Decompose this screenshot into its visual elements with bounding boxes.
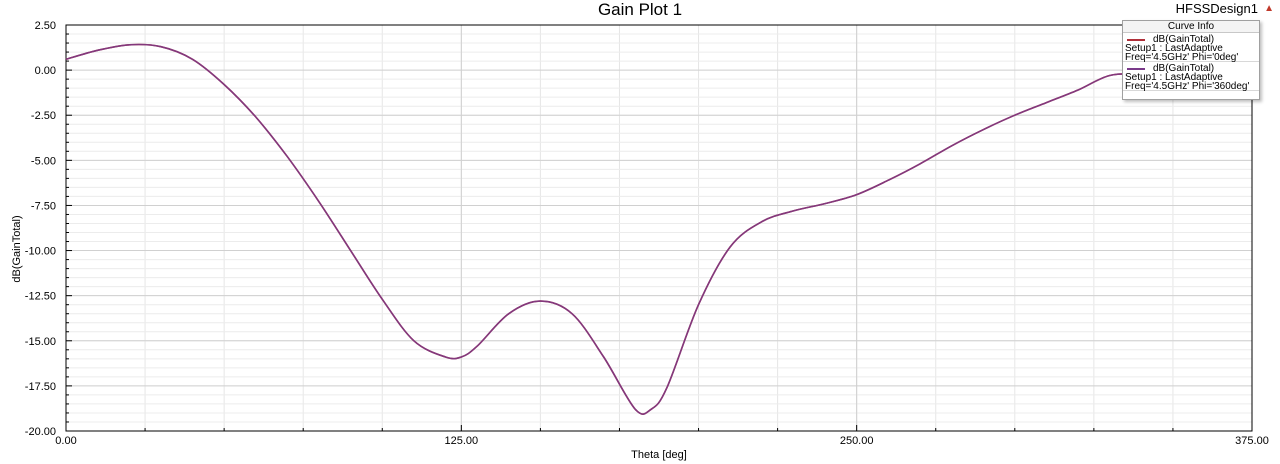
legend-swatch: [1127, 68, 1145, 70]
y-tick-label: -7.50: [31, 200, 56, 212]
legend-title: Curve Info: [1123, 21, 1259, 33]
grid-lines: [65, 24, 1253, 432]
design-marker-icon[interactable]: ▲: [1264, 3, 1274, 14]
legend-params: Freq='4.5GHz' Phi='0deg': [1125, 52, 1239, 63]
tick-labels: 2.50 0.00 -2.50 -5.00 -7.50 -10.00 -12.50 -15.0…: [25, 20, 1269, 447]
y-tick-label: -15.00: [25, 336, 56, 348]
y-tick-label: -17.50: [25, 381, 56, 393]
plot-frame: [65, 24, 1253, 432]
series-line-phi-360: [65, 43, 1205, 415]
y-tick-label: 2.50: [35, 20, 56, 32]
legend-setup: Setup1 : LastAdaptive: [1125, 43, 1223, 54]
x-tick-label: 125.00: [445, 435, 479, 447]
curve-info-legend[interactable]: Curve Info dB(GainTotal) Setup1 : LastAd…: [1122, 20, 1260, 100]
y-tick-label: -20.00: [25, 426, 56, 438]
legend-trace-name: dB(GainTotal): [1153, 34, 1215, 45]
y-axis-label: dB(GainTotal): [11, 215, 23, 282]
chart-title: Gain Plot 1: [597, 0, 683, 19]
x-axis-label: Theta [deg]: [631, 449, 687, 461]
legend-setup: Setup1 : LastAdaptive: [1125, 72, 1223, 83]
legend-swatch: [1127, 39, 1145, 41]
y-tick-label: -10.00: [25, 246, 56, 258]
y-tick-label: 0.00: [35, 65, 56, 77]
plot-background: [66, 25, 1252, 431]
legend-trace-name: dB(GainTotal): [1153, 63, 1215, 74]
y-tick-label: -2.50: [31, 110, 56, 122]
legend-entry-phi-360[interactable]: dB(GainTotal) Setup1 : LastAdaptive Freq…: [1123, 62, 1259, 92]
y-tick-label: -12.50: [25, 291, 56, 303]
x-tick-label: 0.00: [55, 435, 76, 447]
series-lines: [65, 43, 1205, 415]
legend-entry-phi-0[interactable]: dB(GainTotal) Setup1 : LastAdaptive Freq…: [1123, 33, 1259, 63]
y-tick-label: -5.00: [31, 155, 56, 167]
x-tick-label: 250.00: [840, 435, 874, 447]
design-name[interactable]: HFSSDesign1: [1175, 1, 1258, 16]
legend-params: Freq='4.5GHz' Phi='360deg': [1125, 81, 1250, 92]
x-tick-label: 375.00: [1235, 435, 1269, 447]
axes: [65, 24, 1253, 432]
